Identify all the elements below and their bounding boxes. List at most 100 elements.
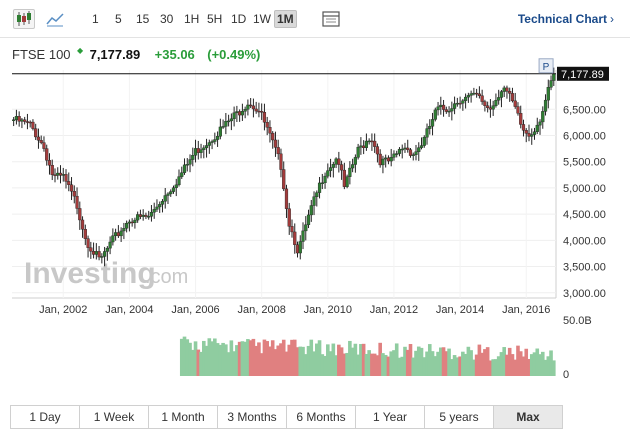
range-15[interactable]: 15 bbox=[136, 12, 150, 26]
candle-up bbox=[177, 176, 181, 186]
range-1m[interactable]: 1M bbox=[274, 10, 297, 28]
technical-chart-link[interactable]: Technical Chart › bbox=[518, 12, 614, 26]
price-chart[interactable]: Investing .com 7,177.89 P 3,000.00 3,500.0… bbox=[0, 0, 630, 400]
candle-up bbox=[494, 100, 498, 106]
range-30[interactable]: 30 bbox=[160, 12, 174, 26]
range-5h[interactable]: 5H bbox=[207, 12, 223, 26]
volume-bar bbox=[193, 341, 198, 376]
range-button-3-months[interactable]: 3 Months bbox=[218, 406, 287, 428]
range-button-5-years[interactable]: 5 years bbox=[425, 406, 494, 428]
volume-bar bbox=[394, 343, 399, 376]
volume-bar bbox=[284, 351, 289, 376]
volume-bar bbox=[499, 352, 504, 376]
volume-bar bbox=[447, 348, 451, 376]
candle-up bbox=[127, 221, 131, 224]
range-button-6-months[interactable]: 6 Months bbox=[287, 406, 356, 428]
candle-down bbox=[408, 149, 413, 156]
candle-up bbox=[530, 134, 534, 137]
candlestick-chart-type-icon[interactable] bbox=[13, 9, 35, 29]
candle-up bbox=[414, 151, 418, 155]
candle-up bbox=[224, 121, 228, 127]
candle-up bbox=[232, 112, 236, 120]
candle-up bbox=[207, 142, 211, 146]
range-button-1-day[interactable]: 1 Day bbox=[11, 406, 80, 428]
candle-up bbox=[309, 205, 313, 216]
volume-bar bbox=[450, 359, 454, 376]
volume-bar bbox=[287, 344, 292, 376]
candle-up bbox=[147, 216, 151, 218]
candle-down bbox=[67, 181, 71, 185]
candle-down bbox=[86, 238, 90, 248]
candle-up bbox=[122, 228, 126, 232]
candle-down bbox=[406, 147, 410, 150]
volume-bar bbox=[524, 348, 529, 376]
volume-bar bbox=[196, 349, 201, 376]
candle-down bbox=[75, 195, 79, 209]
volume-bar bbox=[265, 341, 269, 376]
volume-bar bbox=[185, 339, 190, 376]
volume-bar bbox=[535, 348, 540, 376]
volume-bar bbox=[309, 339, 314, 376]
candle-up bbox=[210, 141, 214, 143]
candle-up bbox=[552, 73, 556, 81]
volume-bar bbox=[416, 346, 421, 376]
range-1[interactable]: 1 bbox=[92, 12, 99, 26]
range-button-max[interactable]: Max bbox=[494, 406, 562, 428]
candle-up bbox=[497, 97, 501, 101]
range-button-1-year[interactable]: 1 Year bbox=[356, 406, 425, 428]
candle-up bbox=[541, 111, 545, 123]
range-5[interactable]: 5 bbox=[115, 12, 122, 26]
candle-down bbox=[254, 108, 258, 112]
candle-down bbox=[265, 122, 269, 128]
range-1w[interactable]: 1W bbox=[253, 12, 271, 26]
candle-down bbox=[25, 121, 30, 123]
candle-down bbox=[386, 157, 391, 162]
candle-down bbox=[64, 174, 68, 182]
volume-bar bbox=[199, 351, 203, 376]
volume-bar bbox=[248, 340, 253, 376]
volume-bar bbox=[540, 351, 545, 376]
x-tick-label: Jan, 2002 bbox=[39, 304, 87, 316]
candle-up bbox=[469, 93, 473, 96]
candle-up bbox=[389, 157, 393, 162]
candle-down bbox=[262, 112, 267, 123]
range-button-1-month[interactable]: 1 Month bbox=[149, 406, 218, 428]
volume-bar bbox=[281, 339, 286, 376]
range-button-1-week[interactable]: 1 Week bbox=[80, 406, 149, 428]
volume-bar bbox=[221, 342, 225, 376]
candle-up bbox=[298, 241, 302, 254]
candle-down bbox=[475, 92, 479, 95]
volume-bar bbox=[381, 353, 385, 376]
range-1d[interactable]: 1D bbox=[231, 12, 247, 26]
candle-up bbox=[218, 126, 222, 137]
range-1h[interactable]: 1H bbox=[184, 12, 200, 26]
volume-bar bbox=[516, 345, 520, 376]
candle-down bbox=[23, 119, 27, 122]
candle-down bbox=[17, 116, 21, 122]
volume-bar bbox=[463, 353, 468, 376]
volume-bar bbox=[469, 350, 473, 376]
candle-down bbox=[378, 153, 382, 166]
candle-up bbox=[436, 106, 440, 111]
candle-up bbox=[191, 155, 195, 160]
candle-down bbox=[138, 214, 143, 217]
volume-bar bbox=[488, 360, 493, 376]
candle-up bbox=[61, 174, 65, 176]
candle-down bbox=[516, 106, 520, 114]
candle-up bbox=[546, 87, 550, 101]
candle-down bbox=[47, 160, 52, 166]
candle-down bbox=[53, 174, 57, 177]
volume-bar bbox=[348, 340, 352, 376]
volume-bar bbox=[546, 356, 551, 376]
volume-bar bbox=[337, 344, 341, 376]
candle-up bbox=[174, 184, 178, 188]
volume-bar bbox=[474, 354, 479, 376]
table-view-icon[interactable] bbox=[320, 9, 342, 29]
volume-bar bbox=[292, 339, 297, 376]
area-chart-type-icon[interactable] bbox=[44, 9, 66, 29]
watermark-suffix: .com bbox=[145, 266, 188, 288]
volume-bar bbox=[383, 354, 388, 376]
volume-bar bbox=[496, 356, 501, 376]
x-tick-label: Jan, 2010 bbox=[304, 304, 352, 316]
volume-bar bbox=[342, 353, 347, 376]
